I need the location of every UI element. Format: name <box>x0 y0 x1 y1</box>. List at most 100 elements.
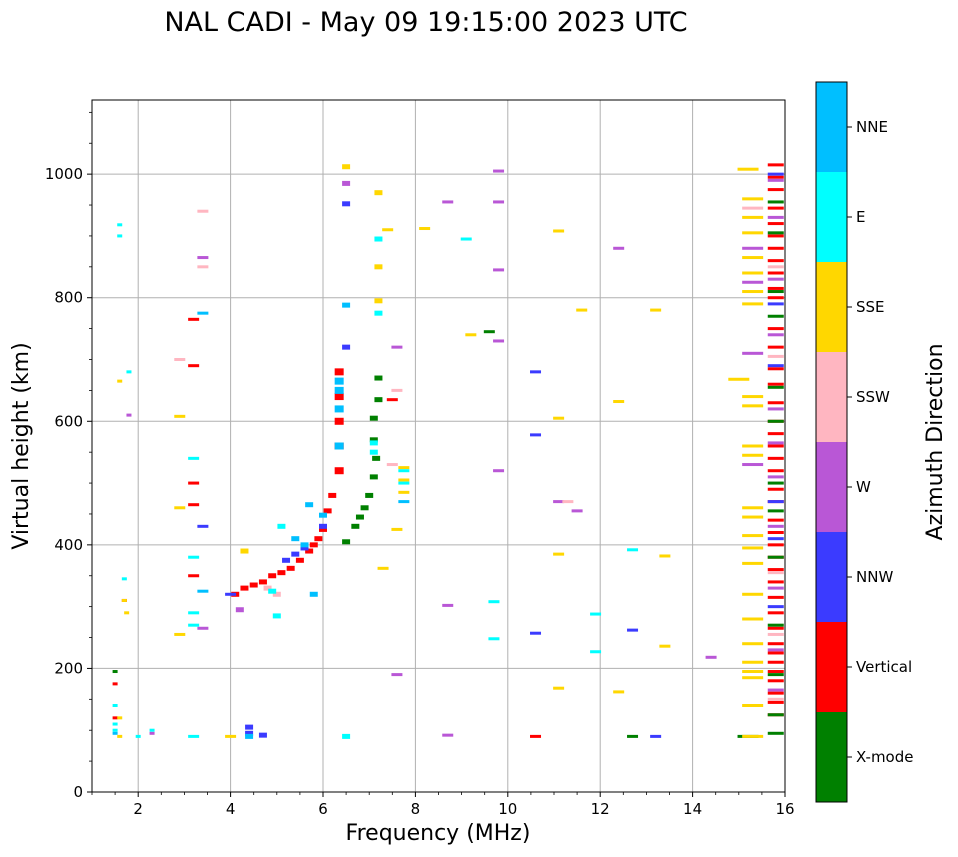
x-tick-label: 8 <box>411 800 421 818</box>
data-point <box>342 201 351 207</box>
data-point <box>300 545 309 551</box>
data-point <box>650 734 662 738</box>
data-point <box>530 433 542 437</box>
data-point <box>188 456 200 460</box>
y-axis: 0 200 400 600 800 1000 <box>45 111 92 801</box>
data-point <box>295 557 304 563</box>
data-point <box>369 449 378 455</box>
data-point <box>282 557 291 563</box>
data-point <box>391 527 403 531</box>
data-point <box>767 407 784 411</box>
data-point <box>135 734 141 738</box>
data-point <box>705 655 717 659</box>
data-point <box>742 197 764 201</box>
data-point <box>767 660 784 664</box>
data-point <box>197 311 209 315</box>
x-tick-label: 16 <box>775 800 794 818</box>
data-point <box>767 327 784 331</box>
data-point <box>314 536 323 542</box>
y-tick-label: 600 <box>54 412 83 430</box>
data-point <box>737 167 759 171</box>
data-point <box>742 206 764 210</box>
data-point <box>767 234 784 238</box>
data-point <box>767 259 784 263</box>
data-point <box>627 628 639 632</box>
data-point <box>767 568 784 572</box>
data-point <box>767 626 784 630</box>
data-point <box>767 271 784 275</box>
data-point <box>530 734 542 738</box>
data-point <box>742 642 764 646</box>
data-point <box>530 631 542 635</box>
data-point <box>188 611 200 615</box>
data-point <box>767 731 784 735</box>
data-point <box>767 277 784 281</box>
data-point <box>659 554 671 558</box>
data-point <box>442 733 454 737</box>
colorbar: X-mode Vertical NNW W SSW SSE E NNE <box>815 81 913 803</box>
data-point <box>767 673 784 677</box>
x-axis-label: Frequency (MHz) <box>346 821 531 846</box>
data-point <box>112 716 118 720</box>
data-point <box>767 571 784 575</box>
data-point <box>742 302 764 306</box>
data-point <box>374 190 383 196</box>
data-point <box>767 172 784 176</box>
data-point <box>174 414 186 418</box>
y-tick-label: 0 <box>73 783 83 801</box>
data-point <box>767 623 784 627</box>
data-point <box>742 592 764 596</box>
data-point <box>767 419 784 423</box>
data-point <box>112 731 118 735</box>
data-point <box>240 585 249 591</box>
data-point <box>493 200 505 204</box>
data-point <box>197 256 209 260</box>
data-point <box>767 200 784 204</box>
data-point <box>112 722 118 726</box>
x-tick-label: 10 <box>498 800 517 818</box>
data-point <box>742 280 764 284</box>
data-point <box>197 524 209 528</box>
data-point <box>767 580 784 584</box>
x-tick-label: 12 <box>591 800 610 818</box>
data-point <box>188 364 200 368</box>
data-point <box>613 246 625 250</box>
data-point <box>319 526 327 532</box>
data-point <box>188 734 200 738</box>
series-sse <box>117 164 764 738</box>
data-point <box>767 265 784 269</box>
data-point <box>767 382 784 386</box>
y-tick-label: 200 <box>54 659 83 677</box>
data-point <box>742 444 764 448</box>
data-point <box>374 236 383 242</box>
data-point <box>245 733 254 739</box>
data-point <box>126 370 132 374</box>
series-e <box>112 223 639 739</box>
data-point <box>493 169 505 173</box>
data-point <box>365 492 374 498</box>
data-point <box>562 500 574 504</box>
data-point <box>112 670 118 674</box>
data-point <box>197 589 209 593</box>
y-axis-label: Virtual height (km) <box>9 342 34 549</box>
data-point <box>767 555 784 559</box>
data-point <box>258 579 267 585</box>
data-point <box>372 455 381 461</box>
data-point <box>767 713 784 717</box>
colorbar-swatch <box>816 262 847 352</box>
data-point <box>465 333 477 337</box>
data-point <box>398 469 410 473</box>
data-point <box>767 481 784 485</box>
series-nne <box>112 302 410 739</box>
data-point <box>334 467 344 475</box>
data-point <box>342 733 351 739</box>
data-point <box>377 566 389 570</box>
data-point <box>286 565 295 571</box>
data-point <box>245 730 254 736</box>
data-point <box>188 623 200 627</box>
data-point <box>742 546 764 550</box>
data-point <box>360 505 369 511</box>
data-point <box>767 367 784 371</box>
data-point <box>391 388 403 392</box>
